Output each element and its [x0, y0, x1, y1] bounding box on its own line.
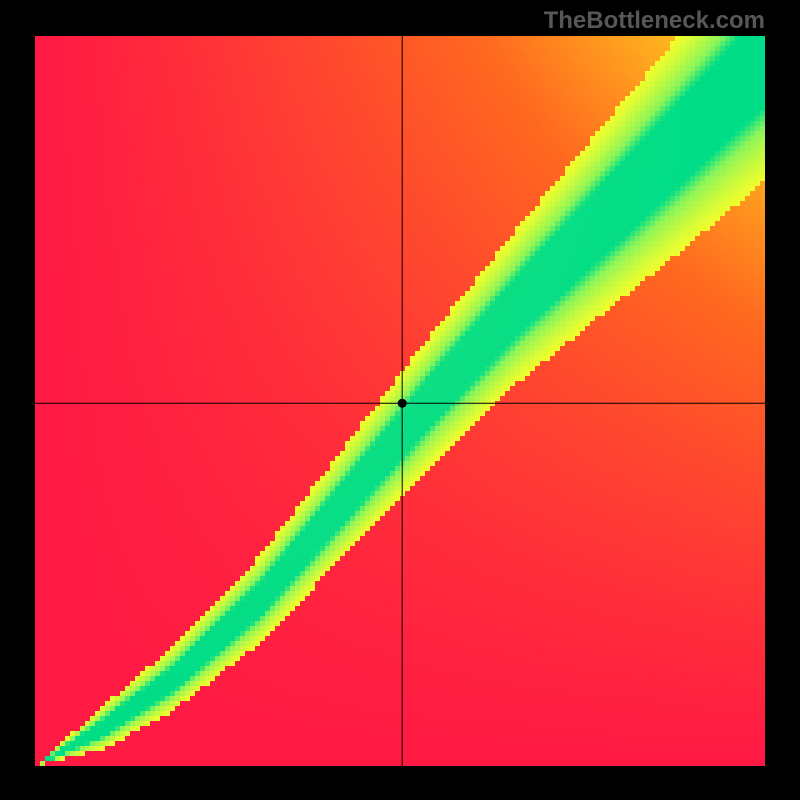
chart-root: TheBottleneck.com [0, 0, 800, 800]
overlay-svg [35, 36, 765, 766]
data-point-marker [398, 399, 407, 408]
watermark: TheBottleneck.com [544, 7, 765, 35]
